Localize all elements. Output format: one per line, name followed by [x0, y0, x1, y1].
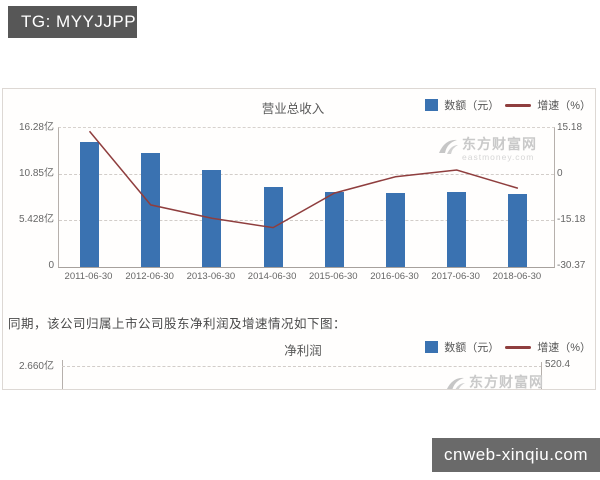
revenue-bar — [447, 191, 467, 267]
chart-title-net-profit: 净利润 — [284, 344, 322, 358]
x-axis-label: 2014-06-30 — [247, 271, 297, 282]
x-axis-label: 2017-06-30 — [431, 271, 480, 282]
y-axis-tick-left: 10.85亿 — [18, 168, 54, 179]
revenue-bar — [386, 192, 405, 267]
y-axis-tick-right: -30.37 — [557, 260, 586, 271]
line-legend-swatch-icon — [505, 345, 532, 349]
revenue-bar — [324, 191, 344, 267]
revenue-bar — [508, 194, 528, 267]
x-axis-label: 2015-06-30 — [308, 271, 358, 282]
chart-title-revenue: 营业总收入 — [261, 102, 325, 116]
line-legend-swatch-icon — [505, 103, 532, 107]
x-axis-label: 2018-06-30 — [492, 271, 542, 282]
legend-amount-label: 数额（元） — [444, 342, 500, 354]
y-axis-line — [62, 360, 63, 389]
intro-text: 同期，该公司归属上市公司股东净利润及增速情况如下图： — [8, 317, 347, 331]
y-axis-tick-right: 0 — [557, 168, 563, 179]
report-image: 营业总收入 数额（元） 增速（%） 16.28亿 10.85亿 5.428亿 0… — [2, 88, 596, 390]
revenue-bar — [80, 141, 99, 267]
gridline — [59, 174, 554, 175]
y-axis-tick-left: 0 — [48, 260, 54, 271]
bar-legend-swatch-icon — [425, 99, 439, 111]
y-axis-tick-left: 16.28亿 — [18, 122, 54, 133]
x-axis-label: 2013-06-30 — [186, 271, 236, 282]
plot-area-revenue — [58, 127, 555, 268]
eastmoney-logo-icon — [446, 377, 465, 389]
x-axis-label: 2011-06-30 — [64, 271, 113, 282]
y-axis-tick-left: 2.660亿 — [18, 361, 54, 372]
legend-net-profit: 数额（元） 增速（%） — [425, 340, 591, 354]
promo-banner-bottom: cnweb-xinqiu.com — [432, 438, 600, 472]
gridline — [62, 366, 542, 367]
legend-revenue: 数额（元） 增速（%） — [425, 98, 591, 112]
legend-growth-label: 增速（%） — [537, 342, 591, 354]
x-axis-label: 2016-06-30 — [370, 271, 419, 282]
y-axis-line — [541, 362, 542, 389]
legend-amount-label: 数额（元） — [444, 100, 500, 112]
bar-legend-swatch-icon — [425, 341, 439, 353]
y-axis-tick-left: 5.428亿 — [18, 214, 54, 225]
legend-growth-label: 增速（%） — [537, 100, 591, 112]
y-axis-tick-right: 15.18 — [557, 122, 583, 133]
gridline — [59, 220, 554, 221]
revenue-bar — [141, 153, 161, 267]
x-axis-label: 2012-06-30 — [125, 271, 174, 282]
eastmoney-watermark: 东方财富网 — [444, 374, 544, 390]
y-axis-tick-right: -15.18 — [557, 214, 586, 225]
watermark-name: 东方财富网 — [469, 374, 544, 390]
y-axis-tick-right: 520.4 — [545, 359, 571, 370]
growth-line — [88, 130, 519, 229]
promo-banner-top: TG: MYYJJPP — [8, 6, 137, 38]
